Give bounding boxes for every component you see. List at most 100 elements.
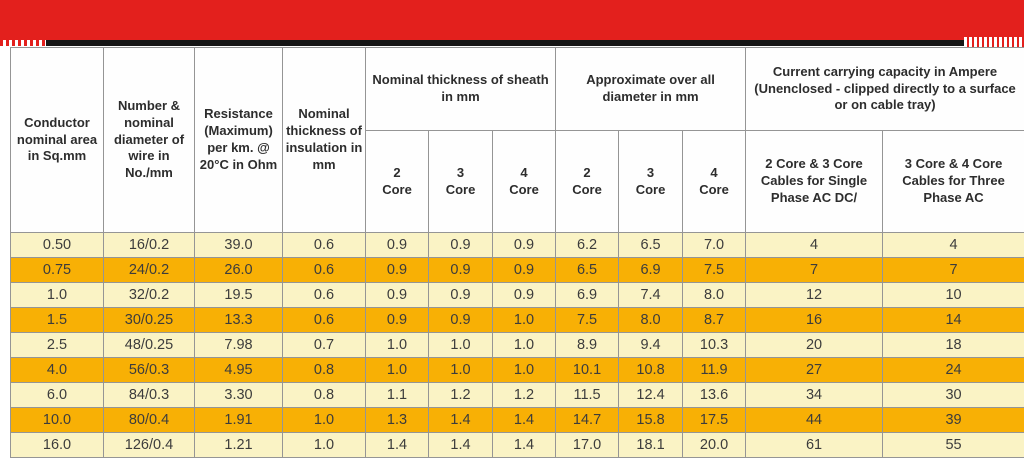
table-cell: 0.9 [429,308,493,333]
table-cell: 13.6 [683,383,746,408]
table-cell: 11.9 [683,358,746,383]
subheader-sheath-4core: 4 Core [493,131,556,233]
subheader-three-phase: 3 Core & 4 Core Cables for Three Phase A… [883,131,1024,233]
group-header-overall-diameter: Approximate over all diameter in mm [556,48,746,131]
table-cell: 24/0.2 [104,258,195,283]
subheader-diameter-2core: 2 Core [556,131,619,233]
table-cell: 7.5 [683,258,746,283]
table-cell: 0.9 [429,258,493,283]
table-cell: 1.0 [493,333,556,358]
subheader-sheath-2core: 2 Core [366,131,429,233]
table-cell: 1.3 [366,408,429,433]
header-row-groups: Conductor nominal area in Sq.mm Number &… [11,48,1024,131]
table-cell: 56/0.3 [104,358,195,383]
table-cell: 2.5 [11,333,104,358]
table-cell: 7.4 [619,283,683,308]
table-cell: 26.0 [195,258,283,283]
top-red-banner [0,0,1024,40]
table-cell: 32/0.2 [104,283,195,308]
table-cell: 39.0 [195,233,283,258]
table-cell: 0.6 [283,258,366,283]
table-cell: 1.5 [11,308,104,333]
table-cell: 10.0 [11,408,104,433]
table-cell: 10 [883,283,1024,308]
table-cell: 1.2 [493,383,556,408]
table-cell: 10.1 [556,358,619,383]
table-cell: 0.6 [283,308,366,333]
table-cell: 6.9 [556,283,619,308]
table-cell: 24 [883,358,1024,383]
table-cell: 13.3 [195,308,283,333]
table-cell: 10.8 [619,358,683,383]
table-cell: 1.4 [493,408,556,433]
table-cell: 55 [883,433,1024,458]
table-cell: 0.6 [283,283,366,308]
table-cell: 0.8 [283,358,366,383]
table-cell: 3.30 [195,383,283,408]
table-cell: 12 [746,283,883,308]
table-cell: 4.0 [11,358,104,383]
table-cell: 0.50 [11,233,104,258]
table-cell: 1.4 [429,433,493,458]
table-cell: 0.8 [283,383,366,408]
table-cell: 6.2 [556,233,619,258]
table-cell: 7.98 [195,333,283,358]
table-cell: 16.0 [11,433,104,458]
perforation-right-decoration [964,37,1024,47]
table-cell: 1.0 [366,333,429,358]
table-cell: 0.9 [366,233,429,258]
table-cell: 17.0 [556,433,619,458]
col-header-wire-number-diameter: Number & nominal diameter of wire in No.… [104,48,195,233]
table-cell: 20 [746,333,883,358]
table-cell: 34 [746,383,883,408]
col-header-resistance: Resistance (Maximum) per km. @ 20°C in O… [195,48,283,233]
table-cell: 0.9 [429,283,493,308]
col-header-conductor-area: Conductor nominal area in Sq.mm [11,48,104,233]
table-cell: 1.0 [283,433,366,458]
table-cell: 6.5 [619,233,683,258]
group-header-sheath-thickness: Nominal thickness of sheath in mm [366,48,556,131]
cable-spec-table: Conductor nominal area in Sq.mm Number &… [10,47,1024,458]
table-cell: 14 [883,308,1024,333]
table-cell: 1.0 [493,308,556,333]
table-cell: 7 [746,258,883,283]
table-cell: 1.0 [429,358,493,383]
table-cell: 8.0 [619,308,683,333]
table-header: Conductor nominal area in Sq.mm Number &… [11,48,1024,233]
table-cell: 1.2 [429,383,493,408]
table-cell: 1.4 [429,408,493,433]
table-cell: 6.9 [619,258,683,283]
table-cell: 12.4 [619,383,683,408]
cable-spec-table-wrapper: Conductor nominal area in Sq.mm Number &… [10,47,1024,458]
table-cell: 18.1 [619,433,683,458]
table-cell: 6.5 [556,258,619,283]
table-cell: 20.0 [683,433,746,458]
group-header-current-capacity: Current carrying capacity in Ampere (Une… [746,48,1024,131]
table-cell: 1.21 [195,433,283,458]
table-cell: 17.5 [683,408,746,433]
table-cell: 0.9 [493,233,556,258]
table-cell: 0.75 [11,258,104,283]
table-cell: 7 [883,258,1024,283]
table-cell: 61 [746,433,883,458]
table-cell: 1.91 [195,408,283,433]
subheader-single-phase: 2 Core & 3 Core Cables for Single Phase … [746,131,883,233]
table-cell: 10.3 [683,333,746,358]
table-cell: 6.0 [11,383,104,408]
table-cell: 1.4 [493,433,556,458]
perforation-left-decoration [0,40,46,46]
table-cell: 0.9 [493,283,556,308]
table-cell: 7.0 [683,233,746,258]
black-divider-rule [46,40,964,46]
table-cell: 0.6 [283,233,366,258]
table-cell: 16 [746,308,883,333]
